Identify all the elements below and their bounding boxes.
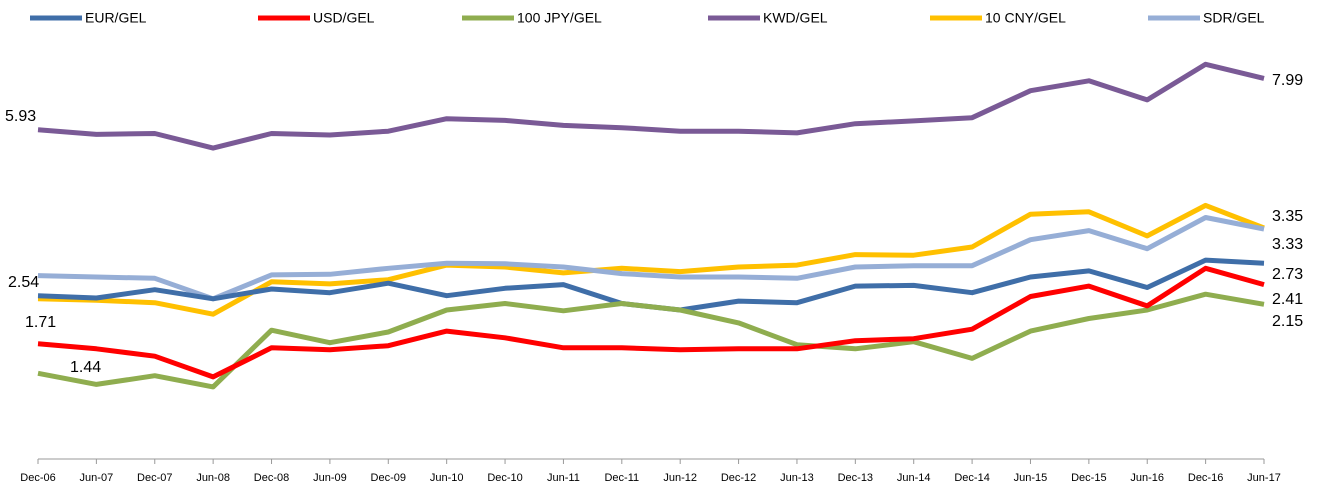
page: Dec-06 Jun-07 Dec-07 Jun-08 Dec-08 Jun-09 Dec-… [0,0,1335,489]
x-tick-label: Dec-12 [721,472,756,484]
x-tick-label: Jun-17 [1247,472,1281,484]
data-label: 2.73 [1272,266,1303,283]
series-line [38,64,1264,148]
x-tick-label: Dec-11 [604,472,639,484]
data-label: 2.41 [1272,291,1303,308]
x-tick-label: Dec-13 [838,472,873,484]
data-label: 3.35 [1272,208,1303,225]
x-tick-label: Jun-12 [663,472,697,484]
x-tick-label: Jun-15 [1014,472,1048,484]
x-tick-label: Jun-16 [1130,472,1164,484]
chart: Dec-06 Jun-07 Dec-07 Jun-08 Dec-08 Jun-09 Dec-… [0,0,1335,489]
legend-label: USD/GEL [313,10,375,26]
x-tick-label: Jun-11 [547,472,580,484]
x-tick-label: Jun-14 [897,472,931,484]
data-label: 2.54 [8,274,39,291]
data-label: 5.93 [5,108,36,125]
x-tick-label: Dec-14 [954,472,989,484]
x-tick-label: Dec-10 [487,472,522,484]
x-tick-label: Dec-06 [20,472,55,484]
legend-label: SDR/GEL [1203,10,1265,26]
x-tick-label: Dec-09 [371,472,406,484]
x-tick-label: Jun-07 [80,472,114,484]
legend-label: 100 JPY/GEL [517,10,602,26]
data-label: 3.33 [1272,236,1303,253]
x-tick-label: Jun-09 [313,472,347,484]
x-tick-label: Dec-08 [254,472,289,484]
x-tick-label: Jun-10 [430,472,464,484]
legend-label: EUR/GEL [85,10,147,26]
legend-label: KWD/GEL [763,10,828,26]
x-tick-label: Dec-07 [137,472,172,484]
legend-label: 10 CNY/GEL [985,10,1066,26]
data-label: 2.15 [1272,313,1303,330]
x-tick-label: Dec-15 [1071,472,1106,484]
x-tick-label: Dec-16 [1188,472,1223,484]
data-label: 7.99 [1272,72,1303,89]
data-label: 1.71 [25,314,56,331]
x-tick-label: Jun-13 [780,472,814,484]
x-tick-label: Jun-08 [196,472,230,484]
data-label: 1.44 [70,359,101,376]
